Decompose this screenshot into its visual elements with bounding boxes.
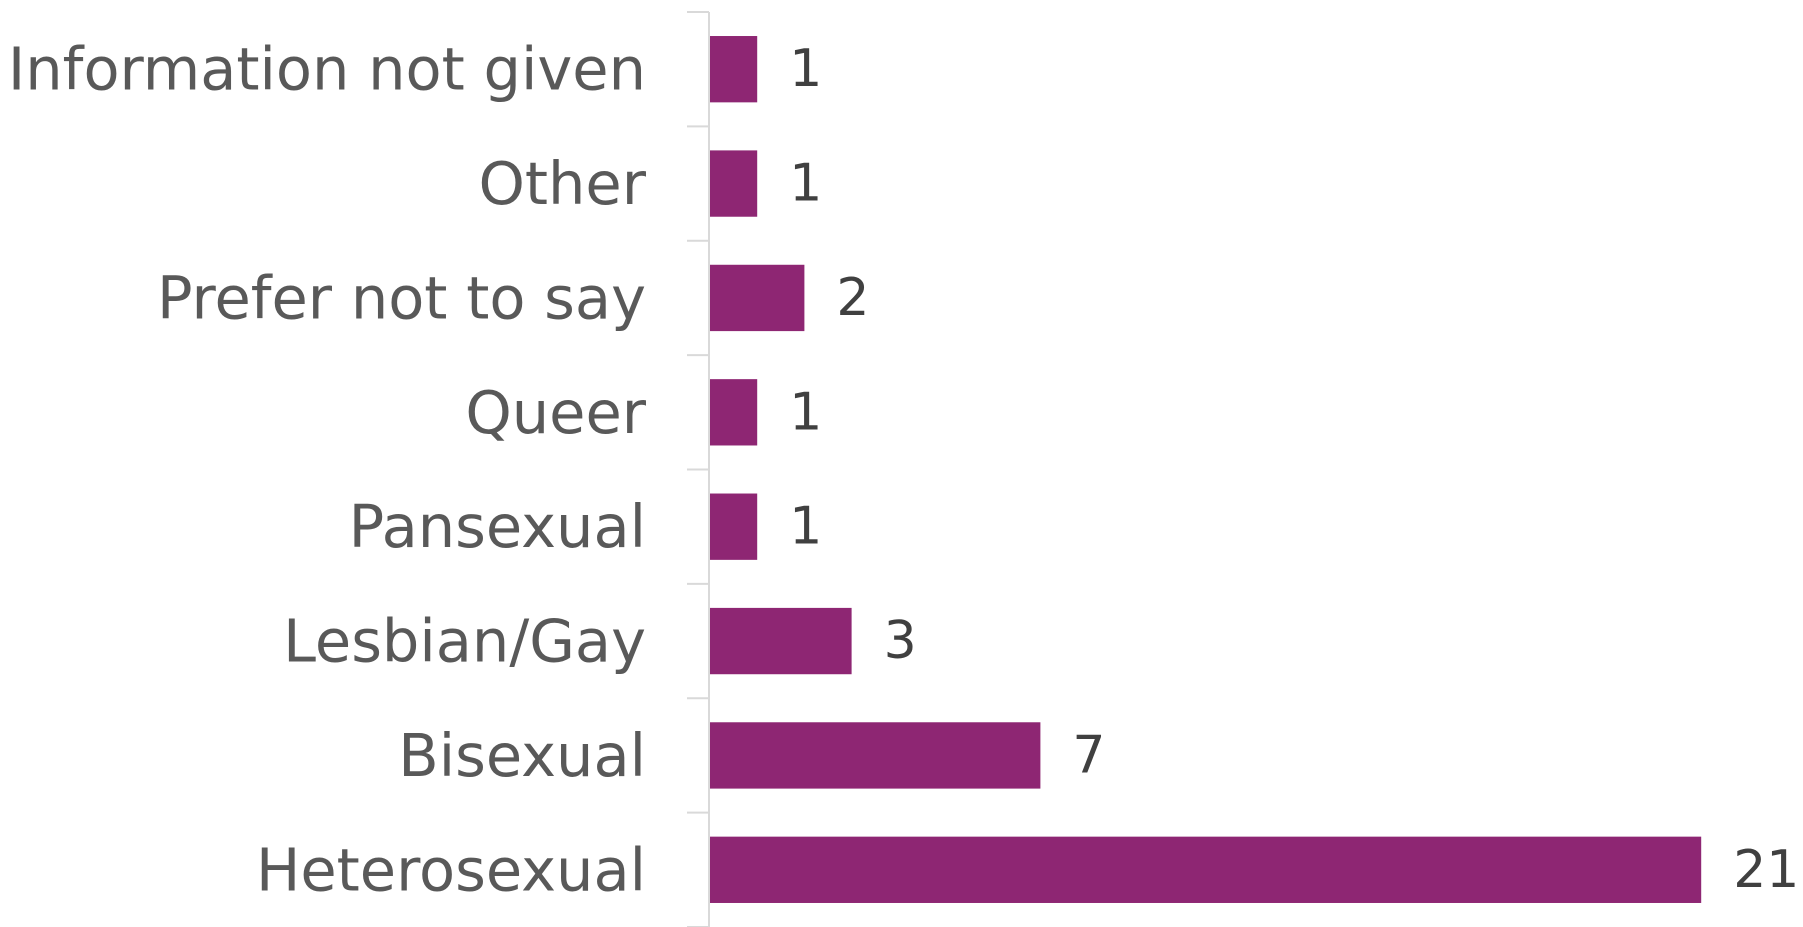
bar — [710, 264, 805, 332]
y-tick-label: Queer — [465, 378, 646, 447]
data-label: 2 — [836, 268, 869, 328]
data-label: 3 — [884, 611, 917, 671]
y-tick-label: Information not given — [8, 35, 646, 104]
y-tick-label: Heterosexual — [256, 835, 646, 904]
data-label: 1 — [789, 497, 822, 557]
bar — [710, 493, 758, 560]
y-tick-label: Bisexual — [398, 721, 646, 790]
bar — [710, 150, 758, 217]
data-label: 1 — [789, 382, 822, 442]
bar — [710, 722, 1041, 789]
data-label: 21 — [1733, 840, 1799, 900]
data-label: 1 — [789, 154, 822, 214]
y-tick-label: Pansexual — [349, 492, 646, 561]
bar — [710, 379, 758, 446]
bar — [710, 36, 758, 103]
y-tick-label: Prefer not to say — [157, 263, 646, 332]
y-tick-label: Other — [478, 149, 646, 218]
data-label: 1 — [789, 39, 822, 99]
bar — [710, 836, 1702, 903]
y-tick-label: Lesbian/Gay — [283, 607, 646, 676]
data-label: 7 — [1072, 725, 1105, 785]
bar — [710, 607, 852, 675]
